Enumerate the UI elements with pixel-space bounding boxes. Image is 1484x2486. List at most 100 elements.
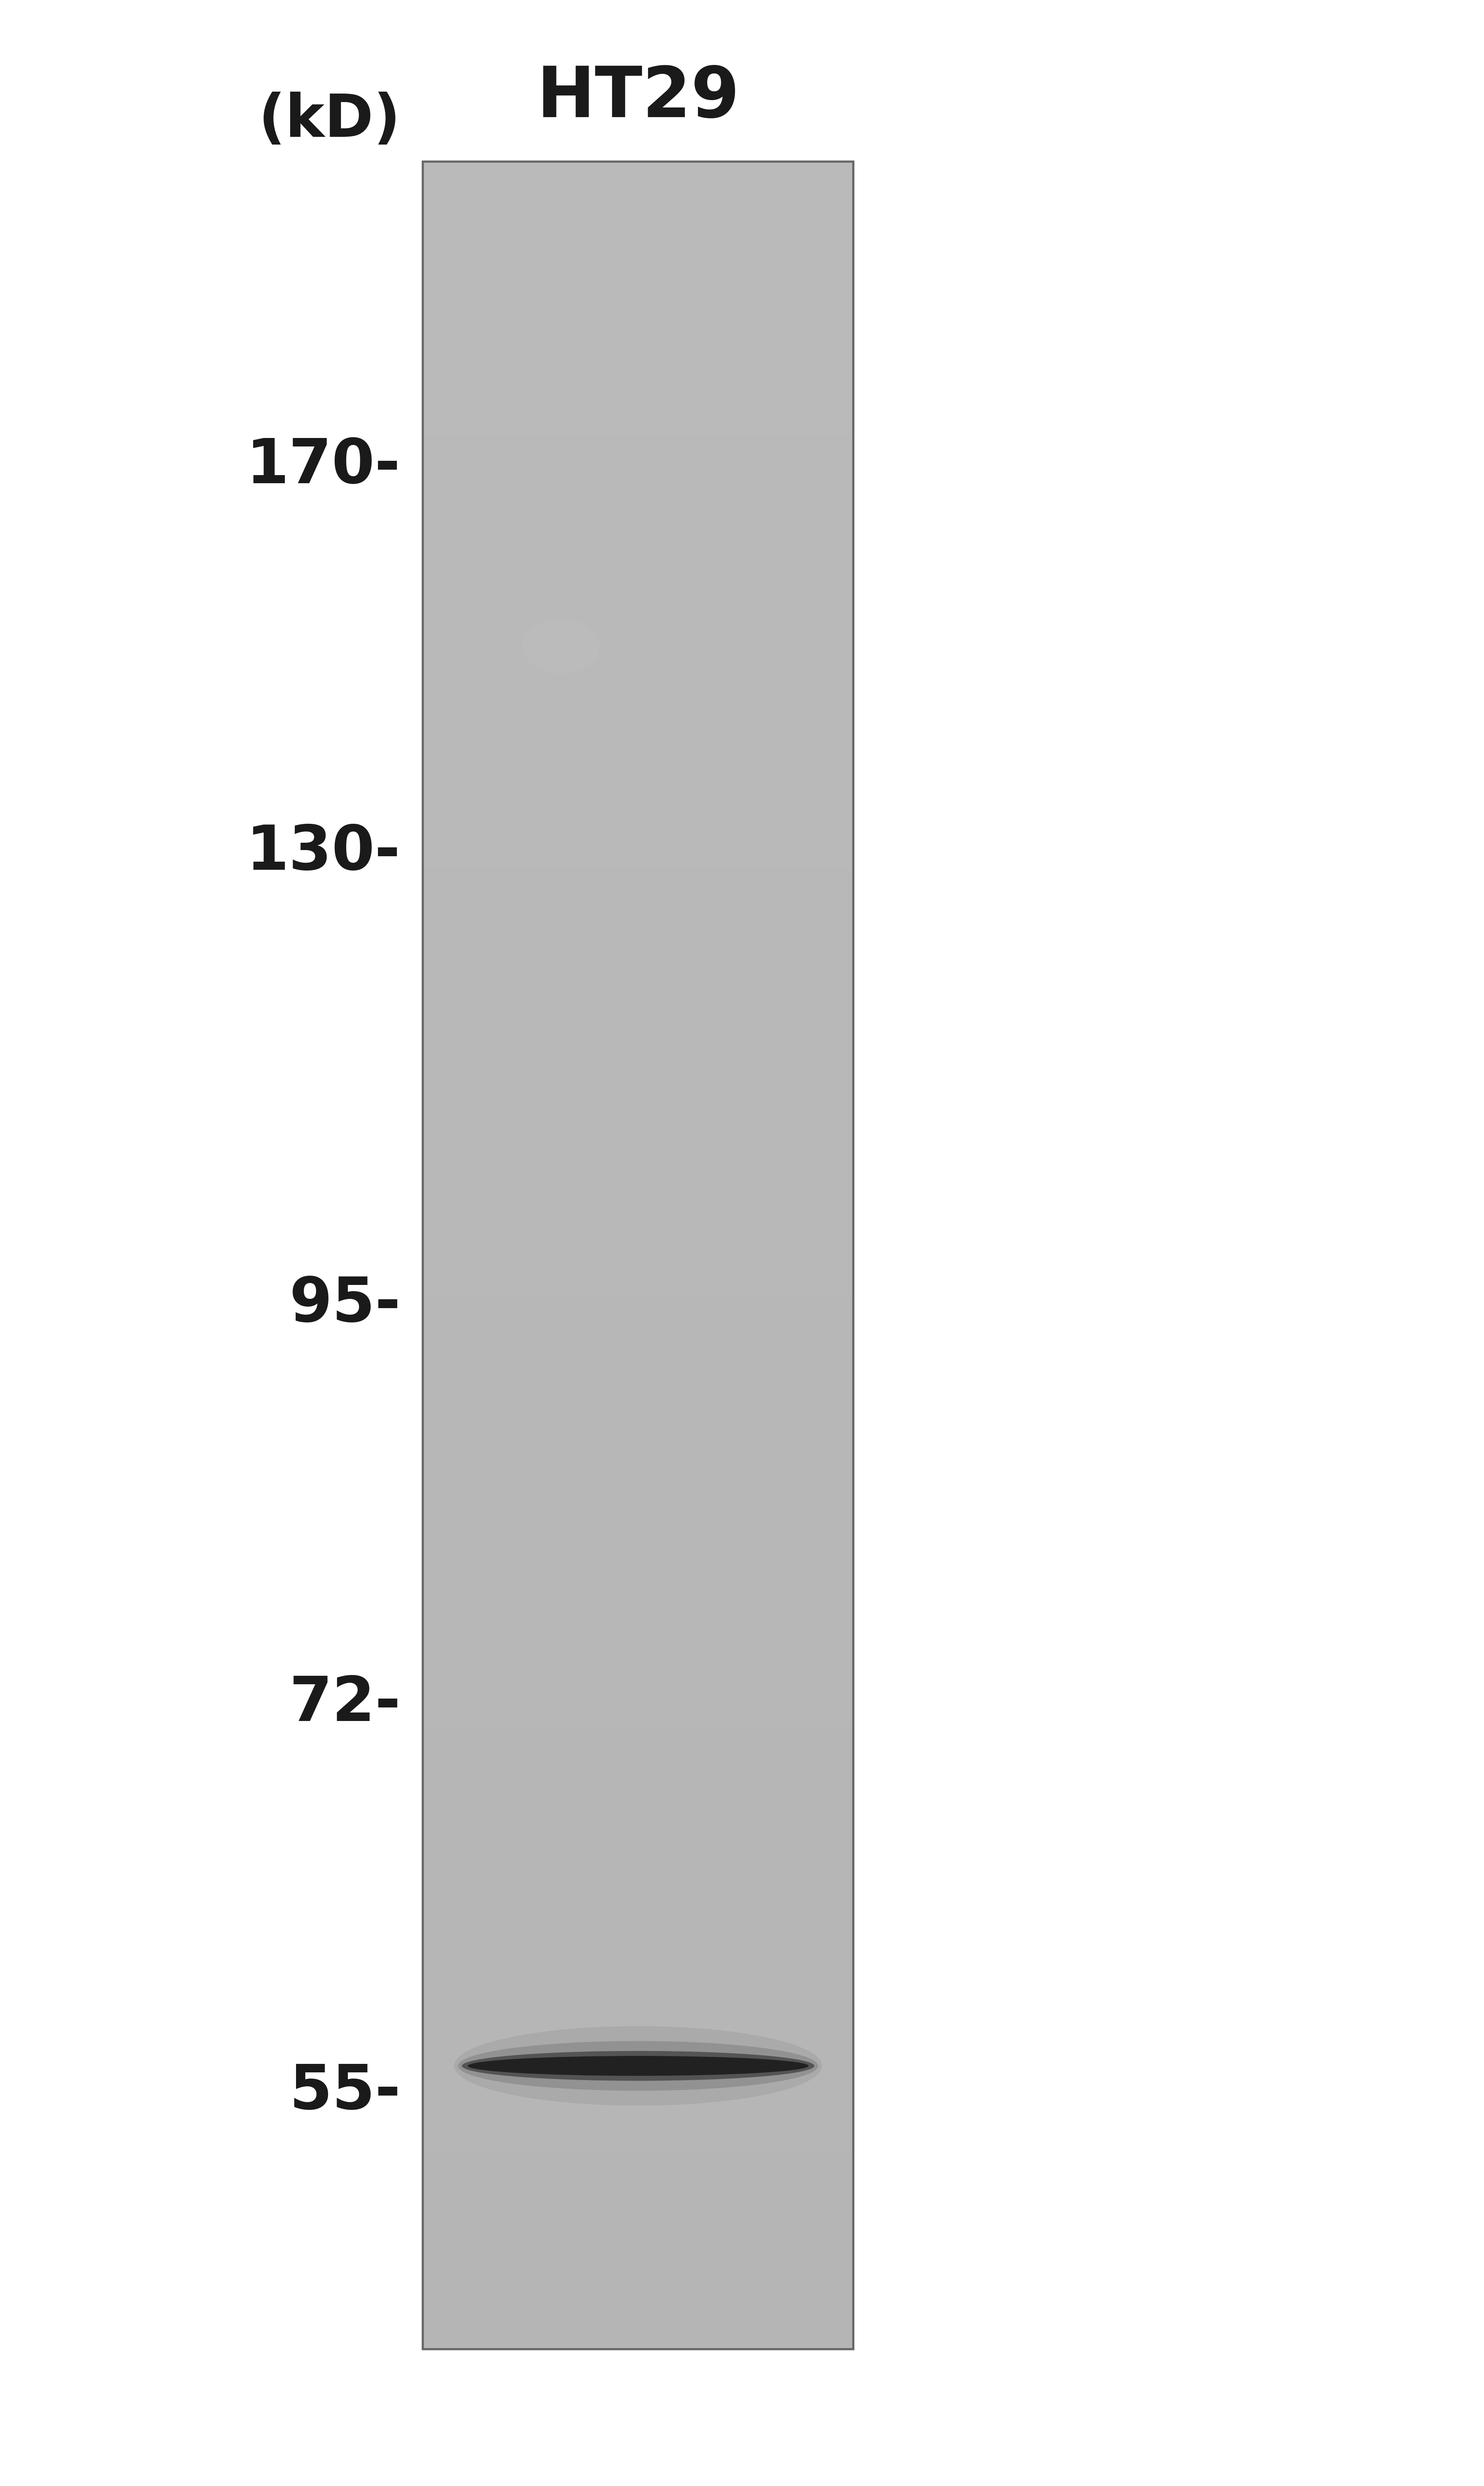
Bar bbox=[423, 796, 853, 800]
Bar bbox=[423, 1616, 853, 1621]
Bar bbox=[423, 1770, 853, 1775]
Bar bbox=[423, 758, 853, 763]
Bar bbox=[423, 1479, 853, 1484]
Bar bbox=[423, 2262, 853, 2267]
Bar bbox=[423, 1260, 853, 1265]
Bar bbox=[423, 1129, 853, 1136]
Bar bbox=[423, 1556, 853, 1561]
Text: (kD): (kD) bbox=[258, 92, 401, 149]
Bar bbox=[423, 1415, 853, 1420]
Bar bbox=[423, 2108, 853, 2113]
Bar bbox=[423, 709, 853, 713]
Bar bbox=[423, 1124, 853, 1129]
Bar bbox=[423, 1725, 853, 1730]
Bar bbox=[423, 1114, 853, 1119]
Bar bbox=[423, 527, 853, 534]
Bar bbox=[423, 2168, 853, 2175]
Bar bbox=[423, 1265, 853, 1273]
Bar bbox=[423, 2071, 853, 2076]
Bar bbox=[423, 1250, 853, 1255]
Bar bbox=[423, 1223, 853, 1228]
Text: HT29: HT29 bbox=[537, 65, 739, 132]
Bar bbox=[423, 1196, 853, 1201]
Bar bbox=[423, 2180, 853, 2185]
Bar bbox=[423, 2158, 853, 2163]
Bar bbox=[423, 900, 853, 905]
Bar bbox=[423, 2140, 853, 2148]
Bar bbox=[423, 281, 853, 288]
Bar bbox=[423, 2004, 853, 2011]
Bar bbox=[423, 485, 853, 490]
Bar bbox=[423, 500, 853, 507]
Bar bbox=[423, 840, 853, 845]
Bar bbox=[423, 1096, 853, 1101]
Bar bbox=[423, 2076, 853, 2081]
Bar bbox=[423, 2031, 853, 2039]
Bar bbox=[423, 987, 853, 992]
Bar bbox=[423, 249, 853, 254]
Bar bbox=[423, 1511, 853, 1519]
Bar bbox=[423, 1820, 853, 1825]
Bar bbox=[423, 2043, 853, 2048]
Bar bbox=[423, 1984, 853, 1989]
Bar bbox=[423, 2011, 853, 2016]
Bar bbox=[423, 408, 853, 413]
Bar bbox=[423, 895, 853, 900]
Text: 130-: 130- bbox=[246, 823, 401, 883]
Bar bbox=[423, 731, 853, 736]
Bar bbox=[423, 244, 853, 249]
Bar bbox=[423, 534, 853, 539]
Bar bbox=[423, 1743, 853, 1748]
Bar bbox=[423, 1206, 853, 1211]
Bar bbox=[423, 2317, 853, 2322]
Bar bbox=[423, 1601, 853, 1606]
Bar bbox=[423, 554, 853, 562]
Bar bbox=[423, 2175, 853, 2180]
Bar bbox=[423, 1683, 853, 1688]
Bar bbox=[423, 370, 853, 375]
Bar bbox=[423, 1507, 853, 1511]
Bar bbox=[423, 2126, 853, 2131]
Bar bbox=[423, 671, 853, 676]
Bar bbox=[423, 1643, 853, 1648]
Bar bbox=[423, 1315, 853, 1320]
Bar bbox=[423, 1648, 853, 1656]
Bar bbox=[423, 1907, 853, 1912]
Bar bbox=[423, 254, 853, 261]
Bar bbox=[423, 636, 853, 644]
Bar bbox=[423, 937, 853, 945]
Bar bbox=[423, 522, 853, 527]
Bar bbox=[423, 1032, 853, 1037]
Bar bbox=[423, 2135, 853, 2140]
Bar bbox=[423, 1081, 853, 1086]
Bar bbox=[423, 403, 853, 408]
Bar bbox=[423, 398, 853, 403]
Bar bbox=[423, 1830, 853, 1835]
Bar bbox=[423, 1146, 853, 1151]
Bar bbox=[423, 1688, 853, 1693]
Bar bbox=[423, 1042, 853, 1047]
Bar bbox=[423, 2235, 853, 2240]
Bar bbox=[423, 1594, 853, 1601]
Bar bbox=[423, 960, 853, 965]
Bar bbox=[423, 1156, 853, 1163]
Bar bbox=[423, 1183, 853, 1191]
Text: 170-: 170- bbox=[246, 435, 401, 497]
Bar bbox=[423, 1633, 853, 1638]
Bar bbox=[423, 1666, 853, 1671]
Bar bbox=[423, 863, 853, 868]
Bar bbox=[423, 1278, 853, 1283]
Bar bbox=[423, 868, 853, 873]
Bar bbox=[423, 1273, 853, 1278]
Bar bbox=[423, 1037, 853, 1042]
Bar bbox=[423, 1141, 853, 1146]
Bar bbox=[423, 927, 853, 932]
Bar bbox=[423, 2021, 853, 2026]
Bar bbox=[423, 1710, 853, 1715]
Bar bbox=[423, 1027, 853, 1032]
Bar bbox=[423, 216, 853, 221]
Bar bbox=[423, 800, 853, 808]
Bar bbox=[423, 326, 853, 331]
Bar bbox=[423, 2257, 853, 2262]
Bar bbox=[423, 303, 853, 308]
